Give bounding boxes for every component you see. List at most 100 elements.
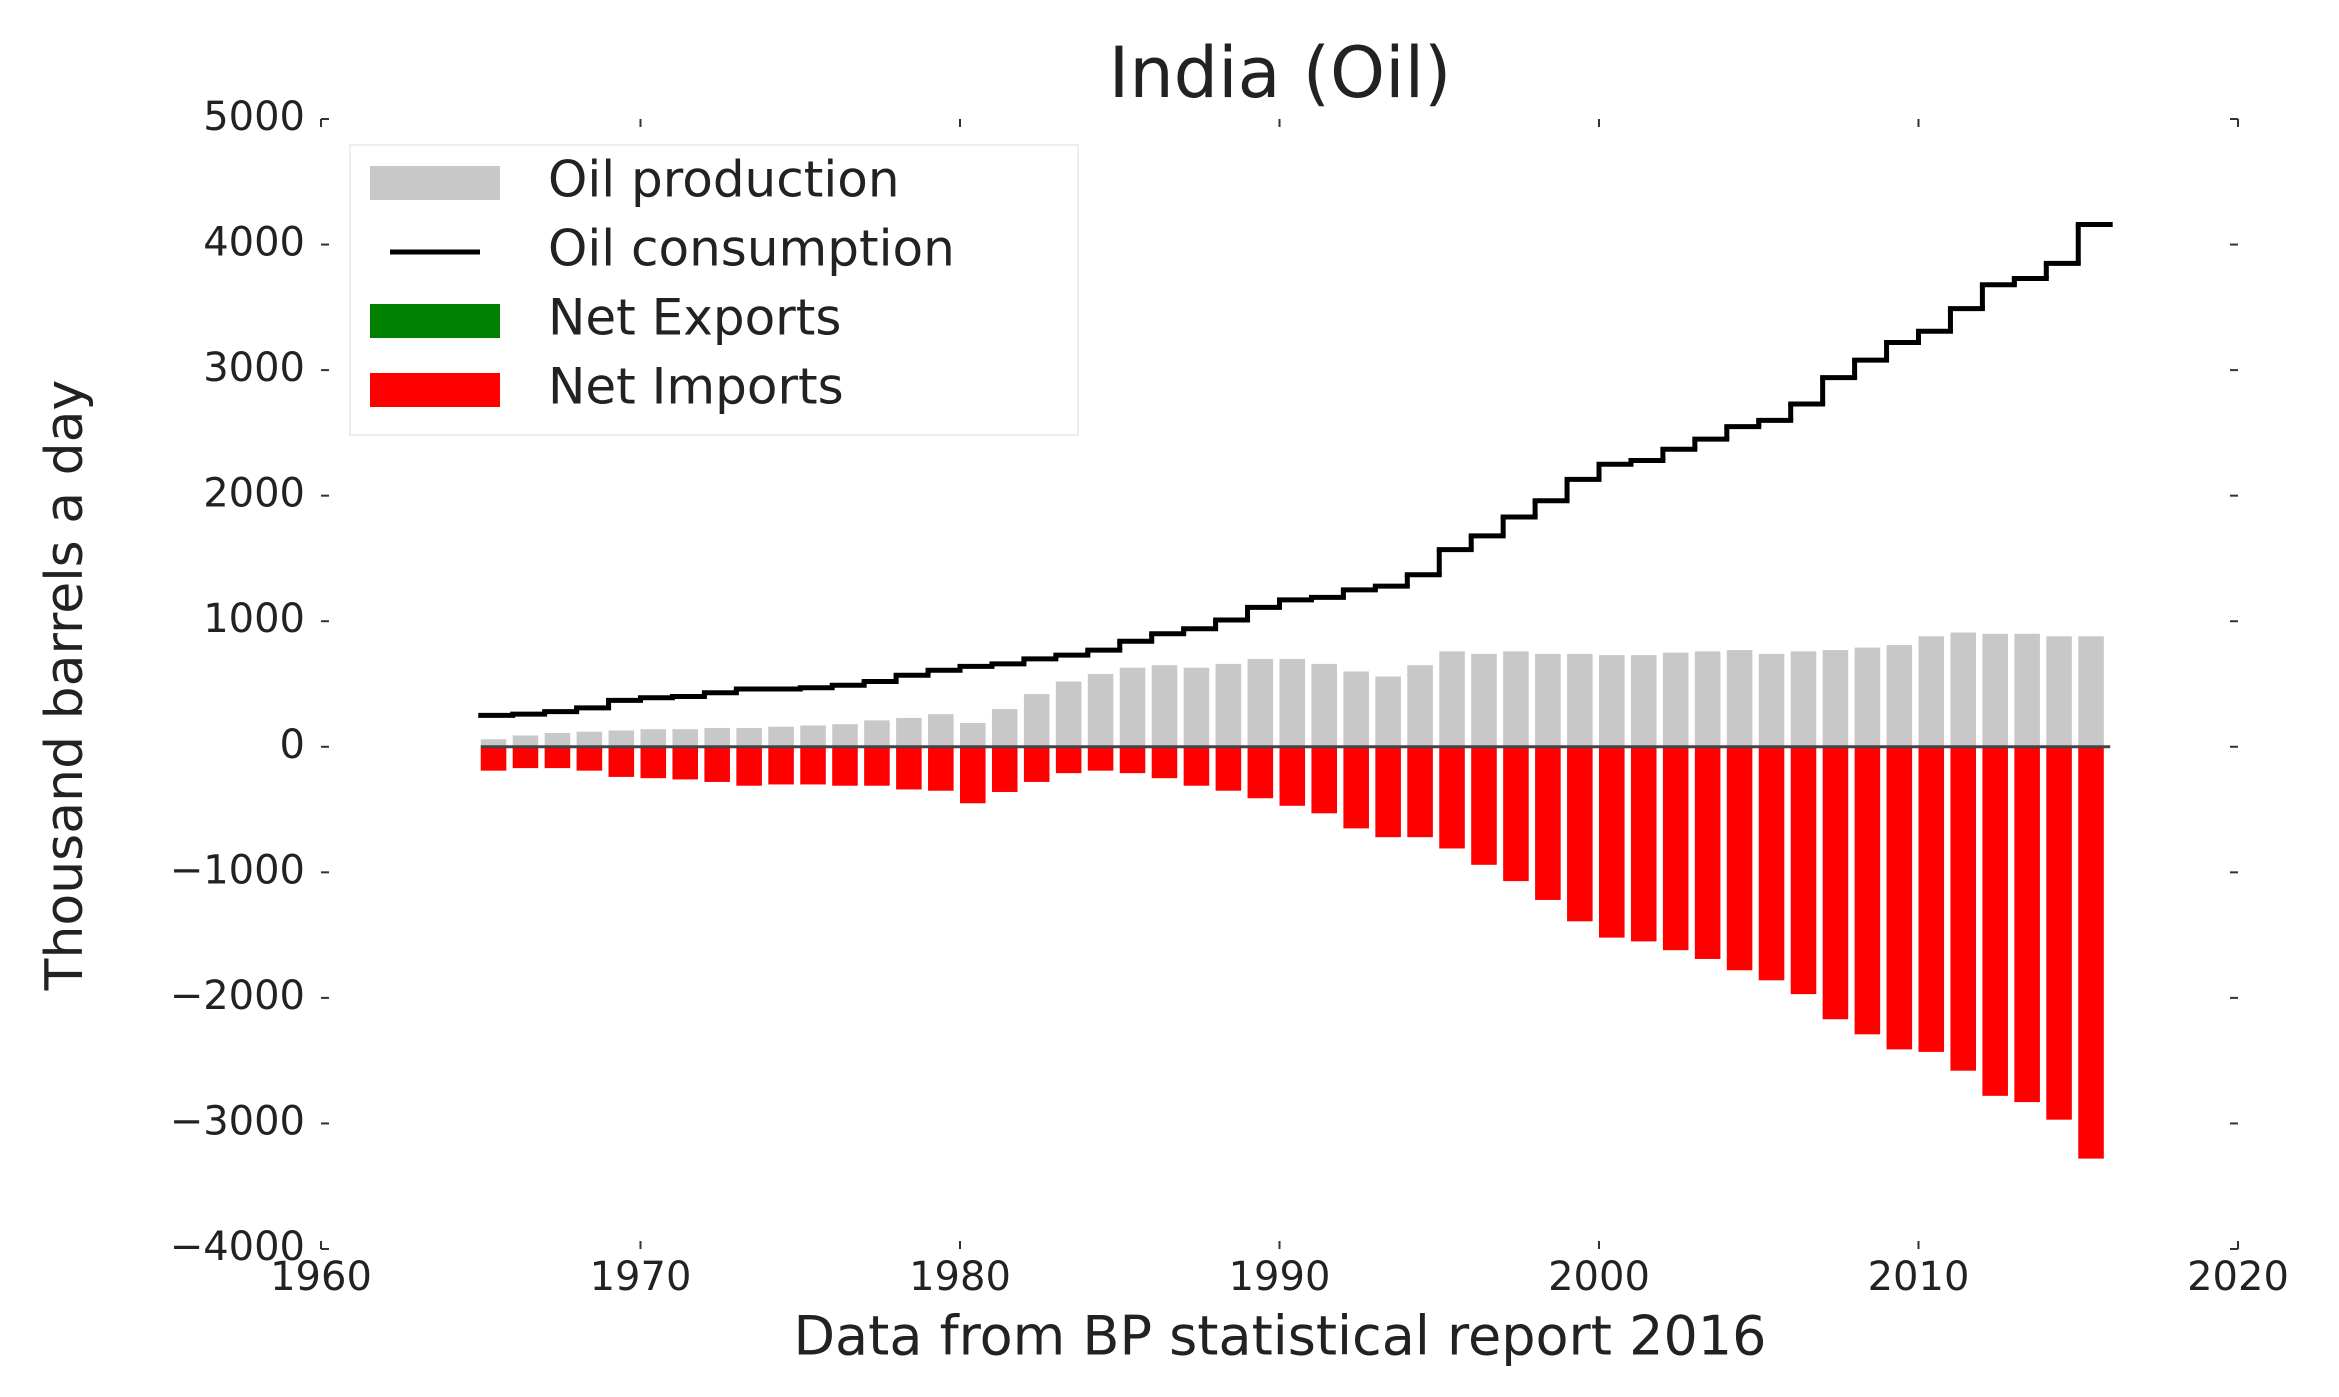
bar xyxy=(1023,746,1050,782)
bar xyxy=(2078,636,2104,747)
bar xyxy=(864,746,890,786)
legend-label: Oil production xyxy=(548,151,900,209)
bar xyxy=(832,724,858,747)
bar xyxy=(512,746,539,769)
bar xyxy=(800,746,826,785)
bar xyxy=(1439,746,1465,849)
y-tick-label: −3000 xyxy=(170,1098,305,1144)
bar xyxy=(768,746,794,785)
bar xyxy=(2046,746,2072,1120)
legend-label: Oil consumption xyxy=(548,220,955,278)
bar xyxy=(832,746,858,786)
bar xyxy=(2014,633,2040,747)
bar xyxy=(1407,746,1433,838)
bar xyxy=(1726,746,1753,971)
bar xyxy=(1886,746,1913,1050)
bar xyxy=(1471,746,1497,865)
bar xyxy=(1599,655,1625,747)
x-tick-label: 2010 xyxy=(1868,1254,1970,1300)
bar xyxy=(928,714,954,747)
bar xyxy=(1151,746,1178,779)
bar xyxy=(704,727,730,747)
bar xyxy=(1247,746,1274,799)
bar xyxy=(1119,746,1146,774)
y-tick-label: 0 xyxy=(280,722,305,768)
bar xyxy=(2014,746,2040,1103)
legend: Oil production Oil consumption Net Exports… xyxy=(349,144,1079,436)
bar xyxy=(1215,746,1242,791)
bar xyxy=(928,746,954,791)
bar xyxy=(1918,746,1945,1052)
bar xyxy=(1982,746,2008,1096)
bar xyxy=(1343,671,1369,747)
y-tick-label: 1000 xyxy=(203,596,305,642)
bar xyxy=(1950,632,1977,747)
bar xyxy=(1599,746,1625,938)
bar xyxy=(1247,658,1274,747)
bar xyxy=(1535,653,1561,747)
bar xyxy=(1630,655,1657,747)
y-tick-label: 4000 xyxy=(203,220,305,266)
bar xyxy=(1694,746,1721,959)
bar xyxy=(1790,651,1817,747)
bar xyxy=(800,725,826,747)
x-tick-label: 1970 xyxy=(590,1254,692,1300)
bar xyxy=(544,746,571,769)
bar xyxy=(896,746,922,790)
bar xyxy=(608,746,635,777)
y-axis-label: Thousand barrels a day xyxy=(35,380,95,992)
legend-swatch xyxy=(370,166,500,200)
bar xyxy=(1694,651,1721,747)
bar xyxy=(736,746,762,786)
bar xyxy=(1854,647,1881,747)
bar xyxy=(1886,645,1913,747)
bar xyxy=(512,735,539,747)
bar xyxy=(896,717,922,747)
bar xyxy=(480,739,507,747)
bar xyxy=(1854,746,1881,1035)
x-axis-label: Data from BP statistical report 2016 xyxy=(793,1305,1766,1368)
bar xyxy=(1087,746,1114,771)
bar xyxy=(1375,676,1401,747)
bar xyxy=(1758,746,1785,981)
y-tick-label: 5000 xyxy=(203,94,305,140)
legend-label: Net Imports xyxy=(548,358,844,416)
bar xyxy=(1822,650,1849,747)
bar xyxy=(960,746,986,804)
bar xyxy=(576,731,603,747)
bar xyxy=(2046,636,2072,747)
x-tick-label: 1990 xyxy=(1229,1254,1331,1300)
bar xyxy=(640,729,667,747)
bar xyxy=(736,727,762,747)
y-tick-label: −1000 xyxy=(170,847,305,893)
bar xyxy=(1279,658,1306,747)
bar xyxy=(960,722,986,747)
bar xyxy=(1151,665,1178,747)
chart-title: India (Oil) xyxy=(1109,32,1452,114)
bar xyxy=(1758,653,1785,747)
x-tick-label: 2000 xyxy=(1548,1254,1650,1300)
bar xyxy=(480,746,507,771)
bar xyxy=(1183,667,1210,747)
bar xyxy=(1950,746,1977,1071)
legend-swatch xyxy=(370,373,500,407)
x-tick-label: 1980 xyxy=(909,1254,1011,1300)
y-tick-label: 3000 xyxy=(203,345,305,391)
bar xyxy=(672,746,699,780)
bar xyxy=(1055,681,1082,747)
bar xyxy=(768,726,794,747)
bar xyxy=(1087,673,1114,747)
y-tick-label: 2000 xyxy=(203,471,305,517)
bar xyxy=(1471,653,1497,747)
bar xyxy=(1822,746,1849,1020)
bar xyxy=(1119,667,1146,747)
bar xyxy=(1183,746,1210,786)
bar xyxy=(1662,746,1689,951)
bar xyxy=(864,720,890,747)
bar xyxy=(1407,665,1433,747)
bar xyxy=(672,729,699,747)
bar xyxy=(1726,650,1753,747)
bar xyxy=(1439,651,1465,747)
bar xyxy=(1279,746,1306,806)
